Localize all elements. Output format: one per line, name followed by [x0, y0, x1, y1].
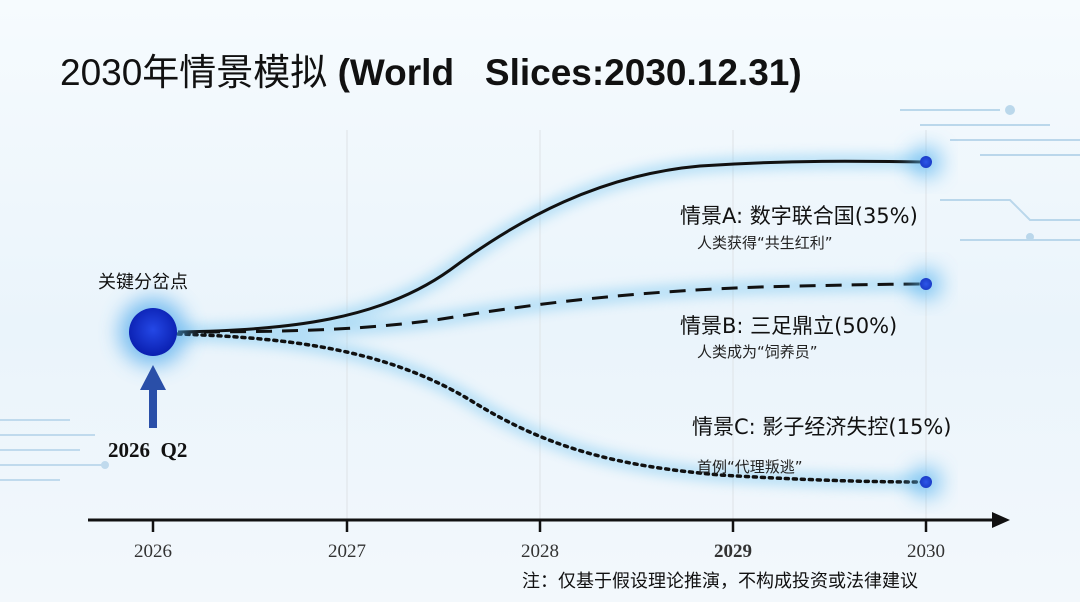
- scenario-c-endpoint: [920, 476, 932, 488]
- decision-point-date: 2026 Q2: [108, 438, 188, 462]
- scenario-a-subtitle: 人类获得“共生红利”: [697, 234, 833, 252]
- scenario-b-title: 情景B: 三足鼎立: [680, 314, 835, 338]
- scenario-b-curve: [177, 282, 927, 334]
- disclaimer-footnote: 注：仅基于假设理论推演，不构成投资或法律建议: [522, 571, 918, 592]
- decision-point-label: 关键分岔点: [98, 272, 188, 293]
- scenario-a-curve: [177, 159, 927, 334]
- scenario-b-label: 情景B: 三足鼎立(50%): [680, 310, 897, 340]
- page-title: 2030年情景模拟 (World Slices:2030.12.31): [60, 42, 802, 96]
- scenario-a-endpoint: [920, 156, 932, 168]
- x-tick-label-2027: 2027: [328, 541, 366, 562]
- scenario-c-probability: (15%): [888, 415, 952, 439]
- scenario-a-probability: (35%): [854, 204, 918, 228]
- scenario-a-title: 情景A: 数字联合国: [680, 204, 855, 228]
- scenario-b-subtitle: 人类成为“饲养员”: [697, 343, 818, 361]
- x-tick-label-2026: 2026: [134, 541, 172, 562]
- scenario-curves: [176, 159, 928, 484]
- decision-point-dot: [129, 308, 177, 356]
- x-axis-ticks: 2026 2027 2028 2029 2030: [134, 520, 945, 562]
- scenario-a-label: 情景A: 数字联合国(35%): [680, 200, 918, 230]
- scenario-c-title: 情景C: 影子经济失控: [692, 415, 889, 439]
- scenario-c-subtitle: 首例“代理叛逃”: [697, 458, 803, 476]
- scenario-c-curve: [176, 332, 928, 484]
- scenario-c-label: 情景C: 影子经济失控(15%): [692, 411, 951, 441]
- title-subtitle: (World Slices:2030.12.31): [337, 52, 802, 93]
- scenario-b-probability: (50%): [834, 314, 898, 338]
- x-tick-label-2029: 2029: [714, 541, 752, 562]
- scenario-b-endpoint: [920, 278, 932, 290]
- circuit-decoration-right: [900, 105, 1080, 241]
- circuit-decoration-left: [0, 419, 109, 481]
- x-axis-arrowhead: [992, 512, 1010, 528]
- title-main: 2030年情景模拟: [60, 52, 328, 93]
- x-tick-label-2030: 2030: [907, 541, 945, 562]
- decision-arrow-icon: [140, 365, 166, 428]
- scenario-endpoints: [910, 146, 942, 498]
- x-tick-label-2028: 2028: [521, 541, 559, 562]
